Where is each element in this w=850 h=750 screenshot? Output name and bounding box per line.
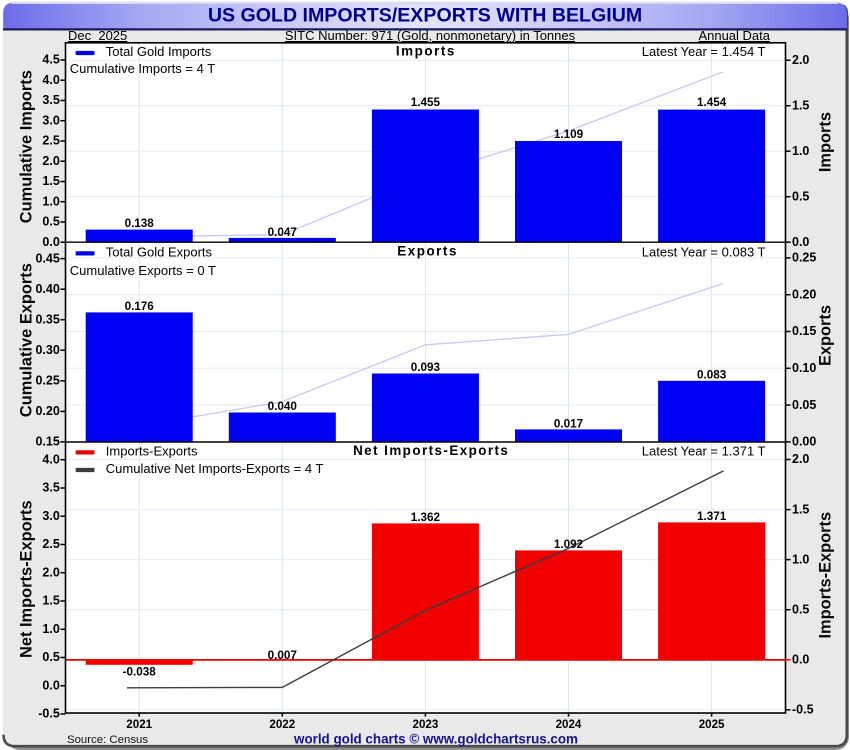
svg-text:Total Gold Imports: Total Gold Imports bbox=[106, 44, 212, 59]
svg-text:2024: 2024 bbox=[556, 718, 582, 731]
svg-text:0.007: 0.007 bbox=[268, 649, 297, 662]
svg-text:1.454: 1.454 bbox=[697, 96, 727, 109]
svg-text:0.10: 0.10 bbox=[792, 361, 816, 375]
svg-text:US GOLD IMPORTS/EXPORTS WITH B: US GOLD IMPORTS/EXPORTS WITH BELGIUM bbox=[208, 4, 642, 26]
svg-text:Imports-Exports: Imports-Exports bbox=[106, 443, 198, 458]
svg-text:0.05: 0.05 bbox=[792, 398, 816, 412]
svg-text:Cumulative Exports = 0 T: Cumulative Exports = 0 T bbox=[70, 263, 216, 278]
svg-text:4.5: 4.5 bbox=[42, 53, 59, 67]
svg-text:0.138: 0.138 bbox=[125, 217, 155, 230]
svg-text:Imports: Imports bbox=[396, 44, 456, 59]
svg-text:Net Imports-Exports: Net Imports-Exports bbox=[17, 500, 35, 658]
svg-text:1.0: 1.0 bbox=[42, 622, 59, 636]
svg-text:world gold charts © www.goldch: world gold charts © www.goldchartsrus.co… bbox=[293, 732, 578, 747]
svg-text:0.5: 0.5 bbox=[792, 602, 809, 616]
svg-text:Latest Year = 1.371 T: Latest Year = 1.371 T bbox=[642, 443, 766, 458]
svg-text:Exports: Exports bbox=[816, 305, 834, 366]
svg-text:0.15: 0.15 bbox=[35, 435, 59, 449]
svg-text:0.5: 0.5 bbox=[42, 215, 59, 229]
svg-text:-0.5: -0.5 bbox=[792, 703, 814, 717]
svg-text:2021: 2021 bbox=[126, 718, 152, 731]
svg-text:1.5: 1.5 bbox=[792, 98, 809, 112]
svg-text:Cumulative Imports: Cumulative Imports bbox=[17, 70, 35, 223]
svg-text:1.5: 1.5 bbox=[792, 502, 809, 516]
svg-text:0.093: 0.093 bbox=[411, 361, 441, 374]
svg-text:0.20: 0.20 bbox=[35, 404, 59, 418]
svg-text:1.5: 1.5 bbox=[42, 174, 59, 188]
svg-text:0.047: 0.047 bbox=[268, 226, 297, 239]
svg-text:SITC Number: 971 (Gold, nonmon: SITC Number: 971 (Gold, nonmonetary) in … bbox=[285, 28, 576, 43]
svg-text:Source: Census: Source: Census bbox=[67, 734, 148, 746]
svg-text:0.5: 0.5 bbox=[792, 189, 809, 203]
svg-text:2025: 2025 bbox=[699, 718, 725, 731]
svg-text:3.0: 3.0 bbox=[42, 113, 59, 127]
svg-text:0.040: 0.040 bbox=[268, 400, 298, 413]
svg-text:0.5: 0.5 bbox=[42, 650, 59, 664]
svg-text:Latest Year = 1.454 T: Latest Year = 1.454 T bbox=[642, 44, 766, 59]
svg-text:Dec 2025: Dec 2025 bbox=[68, 28, 127, 43]
svg-text:2022: 2022 bbox=[269, 718, 295, 731]
svg-text:1.109: 1.109 bbox=[554, 128, 584, 141]
svg-text:0.0: 0.0 bbox=[792, 235, 809, 249]
svg-text:Net Imports-Exports: Net Imports-Exports bbox=[353, 443, 509, 458]
svg-text:Exports: Exports bbox=[397, 244, 458, 259]
svg-text:Imports-Exports: Imports-Exports bbox=[816, 512, 834, 639]
svg-text:0.25: 0.25 bbox=[792, 251, 816, 265]
svg-text:2.0: 2.0 bbox=[42, 154, 59, 168]
svg-text:4.0: 4.0 bbox=[42, 73, 59, 87]
svg-text:0.20: 0.20 bbox=[792, 287, 816, 301]
svg-text:3.5: 3.5 bbox=[42, 93, 59, 107]
svg-text:2.5: 2.5 bbox=[42, 134, 59, 148]
svg-text:0.30: 0.30 bbox=[35, 343, 59, 357]
svg-text:Latest Year = 0.083 T: Latest Year = 0.083 T bbox=[642, 244, 766, 259]
svg-text:0.017: 0.017 bbox=[554, 417, 583, 430]
svg-text:0.35: 0.35 bbox=[35, 312, 59, 326]
svg-text:2.0: 2.0 bbox=[792, 452, 809, 466]
svg-text:-0.038: -0.038 bbox=[123, 666, 157, 679]
svg-text:Annual Data: Annual Data bbox=[698, 28, 770, 43]
svg-text:Cumulative Net Imports-Exports: Cumulative Net Imports-Exports = 4 T bbox=[106, 461, 324, 476]
svg-text:0.0: 0.0 bbox=[42, 679, 59, 693]
svg-text:1.0: 1.0 bbox=[42, 194, 59, 208]
svg-text:2.0: 2.0 bbox=[792, 53, 809, 67]
svg-text:1.0: 1.0 bbox=[792, 552, 809, 566]
svg-text:1.362: 1.362 bbox=[411, 511, 441, 524]
svg-text:Cumulative Imports = 4 T: Cumulative Imports = 4 T bbox=[70, 61, 215, 76]
svg-text:0.15: 0.15 bbox=[792, 324, 816, 338]
svg-text:Cumulative Exports: Cumulative Exports bbox=[17, 263, 35, 417]
svg-text:0.0: 0.0 bbox=[42, 235, 59, 249]
svg-text:1.0: 1.0 bbox=[792, 144, 809, 158]
svg-text:2023: 2023 bbox=[413, 718, 439, 731]
svg-text:1.5: 1.5 bbox=[42, 594, 59, 608]
svg-text:0.45: 0.45 bbox=[35, 251, 59, 265]
svg-text:0.176: 0.176 bbox=[125, 300, 155, 313]
svg-text:1.092: 1.092 bbox=[554, 538, 584, 551]
svg-text:3.0: 3.0 bbox=[42, 509, 59, 523]
svg-text:3.5: 3.5 bbox=[42, 481, 59, 495]
svg-text:0.00: 0.00 bbox=[792, 435, 816, 449]
svg-text:1.371: 1.371 bbox=[697, 510, 727, 523]
svg-text:0.40: 0.40 bbox=[35, 282, 59, 296]
svg-text:1.455: 1.455 bbox=[411, 96, 441, 109]
svg-text:Imports: Imports bbox=[816, 112, 834, 172]
svg-text:-0.5: -0.5 bbox=[38, 707, 60, 721]
svg-text:4.0: 4.0 bbox=[42, 452, 59, 466]
svg-text:0.25: 0.25 bbox=[35, 374, 59, 388]
svg-text:Total Gold Exports: Total Gold Exports bbox=[106, 244, 213, 259]
svg-text:0.083: 0.083 bbox=[697, 369, 727, 382]
svg-text:0.0: 0.0 bbox=[792, 652, 809, 666]
svg-text:2.0: 2.0 bbox=[42, 565, 59, 579]
svg-text:2.5: 2.5 bbox=[42, 537, 59, 551]
